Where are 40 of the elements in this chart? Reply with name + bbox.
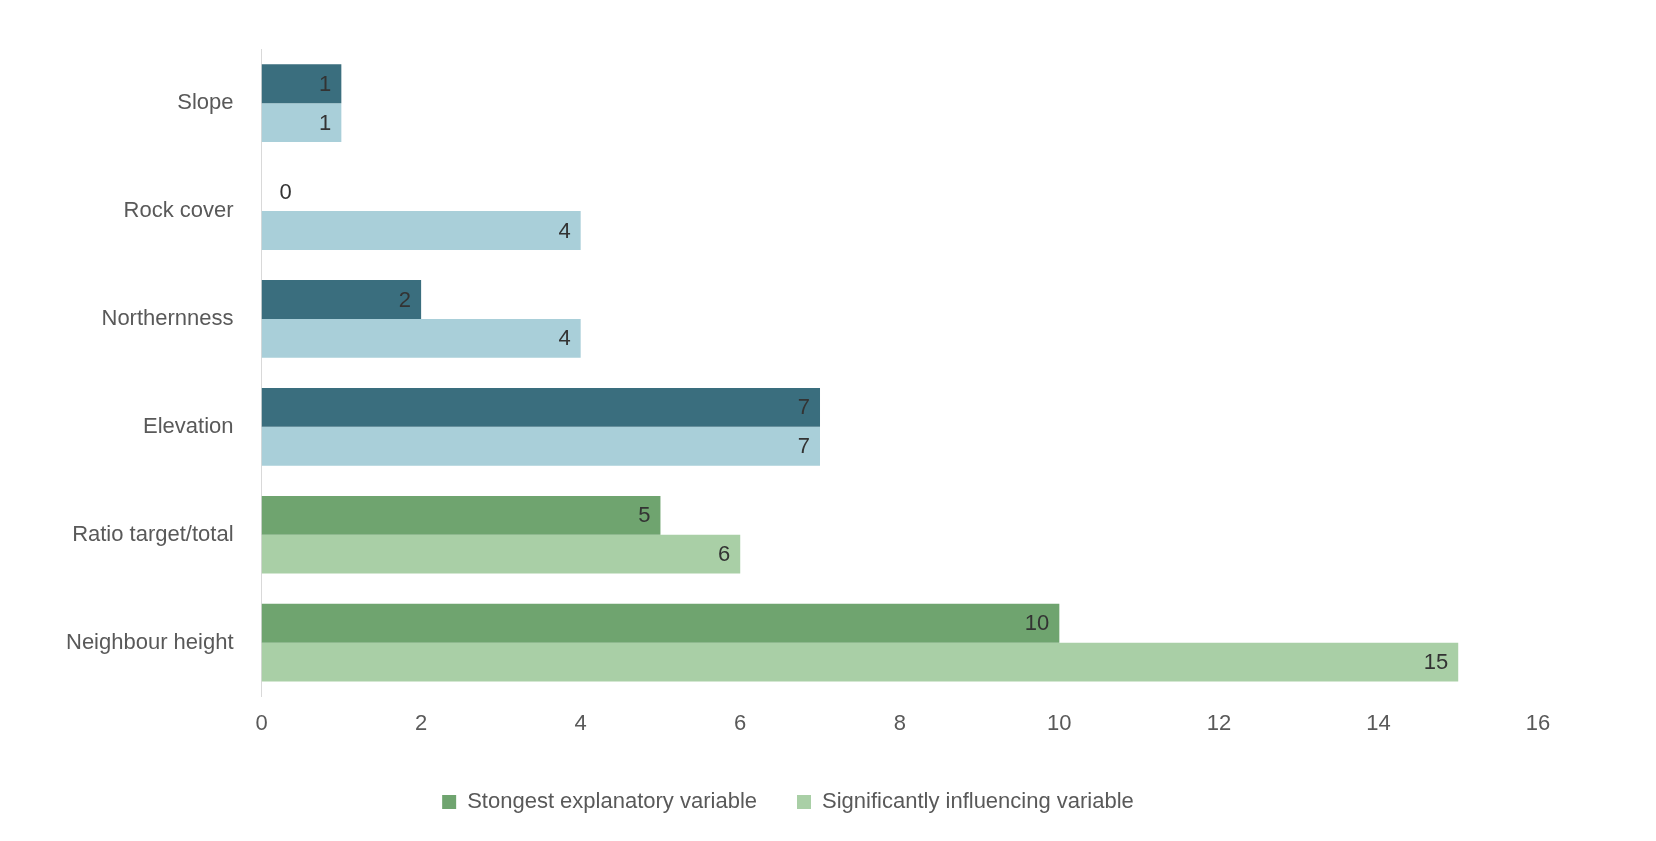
data-label: 7 xyxy=(797,394,811,420)
y-tick-label: Ratio target/total xyxy=(72,520,234,546)
x-tick-label: 6 xyxy=(734,709,747,735)
data-label: 7 xyxy=(797,433,811,459)
legend-label: Significantly influencing variable xyxy=(822,788,1134,814)
data-label: 0 xyxy=(279,178,292,204)
bar xyxy=(261,388,821,427)
y-tick-label: Rock cover xyxy=(123,197,234,223)
bar xyxy=(261,211,581,250)
y-tick-label: Elevation xyxy=(143,412,234,438)
data-label: 5 xyxy=(638,502,651,528)
x-tick-label: 16 xyxy=(1525,709,1551,735)
data-label: 4 xyxy=(558,217,571,243)
x-tick-label: 8 xyxy=(893,709,906,735)
bar xyxy=(261,534,741,574)
data-label: 15 xyxy=(1423,649,1449,675)
bar xyxy=(261,426,821,466)
x-tick-label: 0 xyxy=(255,709,268,735)
x-tick-label: 10 xyxy=(1047,709,1072,735)
y-tick-label: Northernness xyxy=(101,305,234,331)
bar xyxy=(261,318,581,358)
bar xyxy=(261,280,422,319)
bar xyxy=(261,642,1459,682)
data-label: 1 xyxy=(319,70,332,96)
data-label: 1 xyxy=(319,109,332,135)
y-tick-label: Neighbour height xyxy=(65,628,234,654)
y-tick-label: Slope xyxy=(177,89,234,115)
x-tick-label: 2 xyxy=(415,709,428,735)
bar xyxy=(261,64,342,104)
bar xyxy=(261,603,1060,643)
data-label: 4 xyxy=(558,325,571,351)
x-tick-label: 12 xyxy=(1206,709,1232,735)
data-label: 10 xyxy=(1024,610,1050,636)
x-tick-label: 14 xyxy=(1366,709,1391,735)
data-label: 2 xyxy=(398,286,412,312)
x-tick-label: 4 xyxy=(574,709,587,735)
legend-label: Stongest explanatory variable xyxy=(467,788,758,814)
data-label: 6 xyxy=(717,541,731,567)
bar xyxy=(261,495,661,535)
bar xyxy=(261,103,342,142)
